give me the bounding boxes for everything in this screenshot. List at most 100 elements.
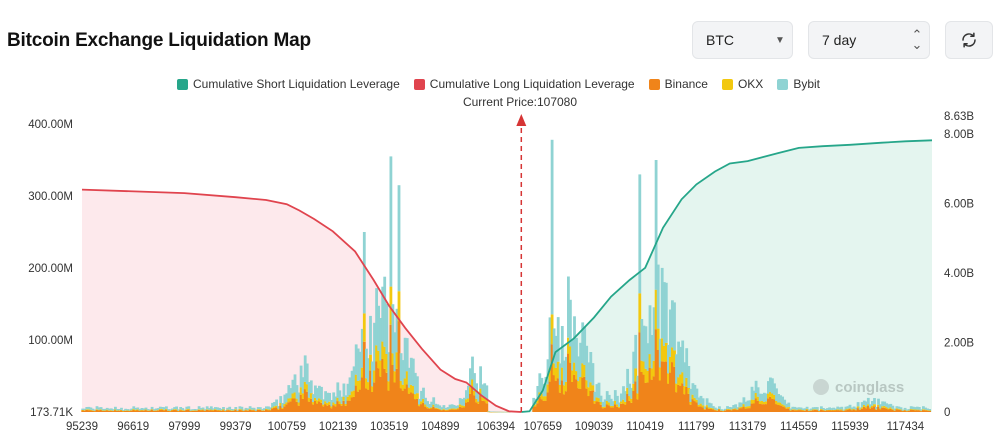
- bar-bybit: [134, 407, 138, 410]
- bar-binance: [191, 410, 195, 412]
- bar-bybit: [373, 322, 376, 371]
- bar-okx: [181, 410, 185, 411]
- bar-okx: [428, 407, 431, 409]
- legend-binance[interactable]: Binance: [648, 77, 708, 91]
- bar-binance: [571, 382, 574, 412]
- bar-binance: [903, 410, 907, 412]
- bar-binance: [471, 387, 474, 412]
- bar-binance: [603, 408, 607, 412]
- bar-bybit: [736, 407, 740, 410]
- bar-okx: [369, 354, 372, 371]
- bar-okx: [287, 398, 291, 403]
- bar-bybit: [287, 385, 291, 399]
- bar-bybit: [399, 353, 403, 381]
- bar-okx: [89, 409, 93, 411]
- y-right-tick-label: 0: [944, 407, 950, 419]
- bar-binance: [595, 401, 599, 412]
- bar-okx: [646, 370, 650, 383]
- bar-bybit: [703, 406, 707, 409]
- legend-long-cumulative[interactable]: Cumulative Long Liquidation Leverage: [413, 77, 635, 91]
- bar-binance: [275, 407, 278, 412]
- bar-bybit: [618, 402, 621, 407]
- bar-okx: [211, 410, 215, 411]
- bar-bybit: [258, 407, 262, 410]
- bar-okx: [465, 399, 468, 403]
- bar-binance: [836, 410, 840, 412]
- range-select[interactable]: 7 day ⌃ ⌄: [808, 21, 930, 59]
- bar-okx: [707, 407, 711, 409]
- bar-binance: [122, 411, 125, 412]
- bar-bybit: [664, 282, 668, 343]
- bar-bybit: [620, 393, 623, 402]
- bar-okx: [924, 409, 927, 411]
- bar-okx: [928, 410, 931, 411]
- bar-bybit: [154, 408, 158, 411]
- bar-binance: [589, 390, 593, 412]
- bar-bybit: [367, 358, 370, 383]
- bar-bybit: [456, 405, 460, 409]
- bar-bybit: [471, 356, 474, 380]
- bar-bybit: [371, 361, 374, 387]
- bar-bybit: [887, 404, 891, 409]
- bar-bybit: [695, 388, 699, 400]
- bar-okx: [558, 384, 562, 393]
- bar-bybit: [460, 399, 464, 406]
- bar-binance: [693, 401, 697, 412]
- bar-okx: [438, 408, 442, 410]
- bar-okx: [252, 409, 256, 411]
- bar-okx: [722, 410, 725, 412]
- refresh-button[interactable]: [945, 21, 993, 59]
- x-tick-label: 99379: [220, 421, 252, 433]
- x-tick-label: 117434: [887, 421, 925, 433]
- bar-bybit: [605, 391, 609, 401]
- bar-bybit: [416, 376, 419, 394]
- bar-bybit: [903, 407, 907, 410]
- bar-okx: [905, 410, 909, 412]
- bar-okx: [795, 409, 799, 411]
- bar-binance: [105, 410, 109, 412]
- legend-okx[interactable]: OKX: [721, 77, 763, 91]
- bar-binance: [260, 410, 264, 412]
- bar-okx: [564, 381, 568, 392]
- legend-bybit[interactable]: Bybit: [777, 77, 820, 91]
- bar-okx: [244, 409, 248, 411]
- bar-okx: [185, 409, 189, 410]
- bar-okx: [738, 407, 742, 409]
- bar-okx: [793, 409, 797, 411]
- x-tick-label: 97999: [168, 421, 200, 433]
- bar-okx: [360, 367, 364, 378]
- bar-bybit: [922, 406, 925, 410]
- bar-bybit: [609, 398, 613, 406]
- bar-okx: [840, 409, 844, 411]
- bar-bybit: [640, 319, 644, 361]
- bar-bybit: [501, 411, 505, 413]
- legend-swatch: [777, 78, 789, 90]
- bar-binance: [134, 410, 138, 412]
- legend-label: Binance: [664, 77, 708, 91]
- bar-bybit: [879, 404, 882, 409]
- coin-select[interactable]: BTC ▼: [692, 21, 793, 59]
- bar-bybit: [330, 400, 334, 407]
- bar-binance: [679, 386, 682, 412]
- bar-bybit: [432, 397, 436, 405]
- bar-bybit: [477, 391, 480, 402]
- bar-bybit: [140, 408, 144, 410]
- bar-okx: [575, 371, 578, 380]
- bar-okx: [679, 374, 682, 386]
- bar-okx: [320, 399, 323, 403]
- bar-binance: [369, 370, 372, 412]
- bar-bybit: [891, 405, 895, 409]
- bar-binance: [456, 409, 460, 412]
- bar-bybit: [344, 395, 348, 404]
- bar-binance: [793, 410, 797, 412]
- bar-okx: [485, 399, 489, 404]
- bar-okx: [562, 385, 566, 395]
- bar-binance: [736, 410, 740, 412]
- bar-bybit: [167, 409, 170, 411]
- bar-bybit: [346, 383, 350, 397]
- bar-binance: [909, 409, 913, 412]
- bar-bybit: [160, 407, 164, 409]
- legend-short-cumulative[interactable]: Cumulative Short Liquidation Leverage: [176, 77, 400, 91]
- y-left-tick-label: 100.00M: [28, 335, 73, 347]
- bar-okx: [218, 410, 221, 411]
